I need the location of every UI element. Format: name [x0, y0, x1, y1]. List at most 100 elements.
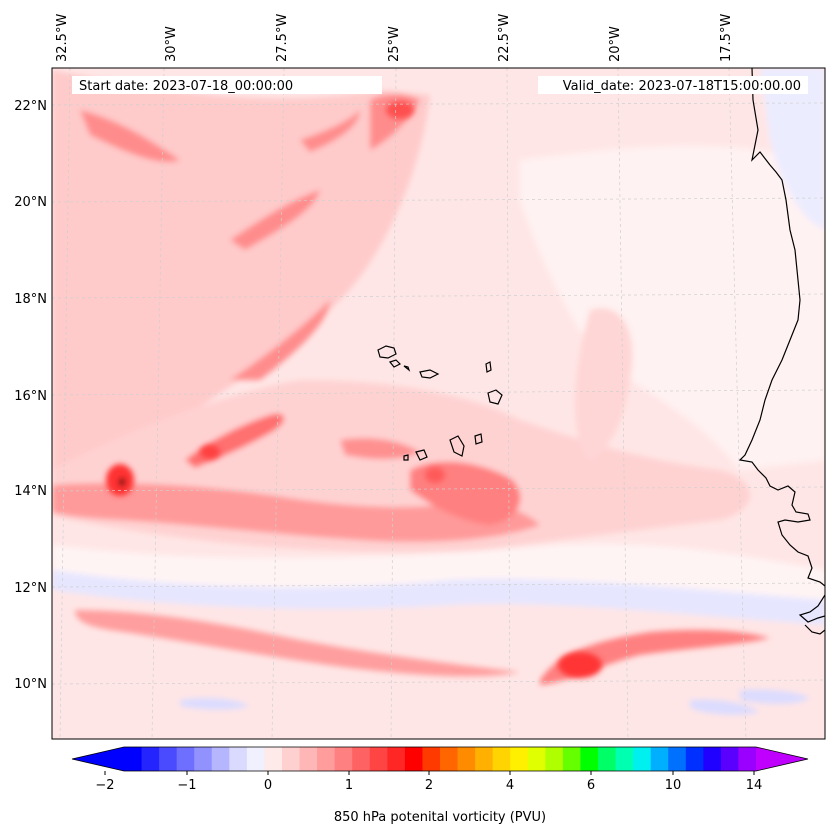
map-area: Start date: 2023-07-18_00:00:00 Valid_da…: [52, 68, 825, 739]
colorbar-segment-7: [246, 747, 265, 771]
lon-label-5: 20°W: [608, 26, 623, 62]
colorbar-segment-3: [176, 747, 195, 771]
colorbar-tick-label-1: −1: [177, 778, 196, 793]
pv-negative-band: [52, 560, 825, 625]
valid-date-box: [538, 76, 808, 94]
colorbar-segment-12: [334, 747, 353, 771]
longitude-labels: 32.5°W 30°W 27.5°W 25°W 22.5°W 20°W 17.5°W: [55, 14, 734, 62]
lat-label-3: 16°N: [14, 389, 47, 404]
pv-band-11n: [75, 610, 520, 677]
pv-medium-northwest: [52, 70, 430, 480]
colorbar-segment-5: [211, 747, 230, 771]
africa-coastline: [738, 68, 825, 587]
colorbar-segment-29: [633, 747, 652, 771]
latitude-labels: 22°N 20°N 18°N 16°N 14°N 12°N 10°N: [14, 99, 47, 692]
start-date-text: Start date: 2023-07-18_00:00:00: [79, 79, 293, 94]
colorbar-segment-26: [580, 747, 599, 771]
pv-negative-southeast: [740, 689, 810, 704]
lon-label-6: 17.5°W: [719, 14, 734, 62]
lon-label-2: 27.5°W: [275, 14, 290, 62]
island-fogo: [415, 449, 428, 461]
island-santiago: [449, 435, 465, 457]
colorbar-segment-22: [510, 747, 529, 771]
pv-maxima: [106, 101, 602, 678]
lon-label-4: 22.5°W: [497, 14, 512, 62]
pv-max-22n-25w: [386, 101, 414, 119]
colorbar-segment-25: [562, 747, 581, 771]
pv-band-24w-15n: [340, 438, 420, 460]
pv-max-10n-20w: [558, 652, 602, 678]
colorbar-segment-21: [492, 747, 511, 771]
colorbar-tick-label-2: 0: [264, 778, 272, 793]
colorbar-segment-14: [369, 747, 388, 771]
pv-negative-south-patches: [180, 697, 760, 715]
colorbar-extend-max: [756, 747, 808, 771]
pv-negative-northeast: [760, 68, 825, 230]
gridlines: [52, 68, 825, 739]
island-santa-luzia: [403, 365, 411, 372]
colorbar-segment-32: [685, 747, 704, 771]
lat-label-0: 22°N: [14, 99, 47, 114]
pv-field: [52, 68, 825, 715]
lat-label-6: 10°N: [14, 677, 47, 692]
island-boa-vista: [487, 389, 503, 405]
colorbar-segment-35: [738, 747, 757, 771]
colorbar-tick-label-0: −2: [95, 778, 114, 793]
colorbar-segment-9: [282, 747, 301, 771]
start-date-box: [72, 76, 382, 94]
island-sao-nicolau: [419, 369, 440, 379]
colorbar-segment-20: [475, 747, 494, 771]
lat-label-1: 20°N: [14, 195, 47, 210]
colorbar-segment-0: [124, 747, 143, 771]
pv-peak-13n-31w: [119, 478, 125, 486]
colorbar-segment-18: [440, 747, 459, 771]
colorbar-segment-28: [615, 747, 634, 771]
colorbar-segment-11: [317, 747, 336, 771]
colorbar-segment-10: [299, 747, 318, 771]
colorbar-segment-2: [159, 747, 178, 771]
colorbar-tick-label-5: 4: [506, 778, 514, 793]
colorbar-segment-4: [194, 747, 213, 771]
colorbar-label: 850 hPa potenital vorticity (PVU): [334, 810, 546, 825]
lon-label-3: 25°W: [387, 26, 402, 62]
pv-band-north-streaks: [80, 94, 420, 380]
colorbar-segment-33: [703, 747, 722, 771]
colorbar-segment-24: [545, 747, 564, 771]
colorbar-segment-19: [457, 747, 476, 771]
valid-date-text: Valid_date: 2023-07-18T15:00:00.00: [563, 79, 801, 94]
colorbar: −2 −1 0 1 2 4 6 10 14: [71, 746, 809, 793]
island-santo-antao: [377, 345, 397, 359]
island-sal: [485, 361, 492, 373]
colorbar-tick-label-3: 1: [345, 778, 353, 793]
pv-max-14n-23w: [425, 467, 445, 483]
colorbar-segment-1: [141, 747, 160, 771]
colorbar-tick-label-4: 2: [425, 778, 433, 793]
colorbar-tick-label-8: 14: [746, 778, 763, 793]
colorbar-segment-17: [422, 747, 441, 771]
colorbar-segment-16: [404, 747, 423, 771]
pv-max-15n-28w: [200, 445, 220, 459]
pv-light-region-east: [520, 145, 825, 471]
map-frame: [51, 67, 826, 740]
island-maio: [474, 433, 483, 445]
pv-band-13n: [52, 483, 540, 542]
pv-band-10n-east: [540, 630, 770, 685]
colorbar-segment-8: [264, 747, 283, 771]
cape-verde-islands: [377, 345, 503, 461]
colorbar-segment-23: [527, 747, 546, 771]
colorbar-segment-30: [650, 747, 669, 771]
colorbar-tick-label-7: 10: [665, 778, 682, 793]
lon-label-1: 30°W: [164, 26, 179, 62]
colorbar-outline: [71, 746, 809, 772]
lat-label-4: 14°N: [14, 484, 47, 499]
pv-medium-east-plume: [575, 308, 633, 460]
colorbar-segment-31: [668, 747, 687, 771]
colorbar-segment-13: [352, 747, 371, 771]
colorbar-segment-15: [387, 747, 406, 771]
colorbar-extend-min: [72, 747, 124, 771]
lat-label-2: 18°N: [14, 292, 47, 307]
colorbar-segment-27: [598, 747, 617, 771]
colorbar-tick-label-6: 6: [587, 778, 595, 793]
colorbar-segment-6: [229, 747, 248, 771]
